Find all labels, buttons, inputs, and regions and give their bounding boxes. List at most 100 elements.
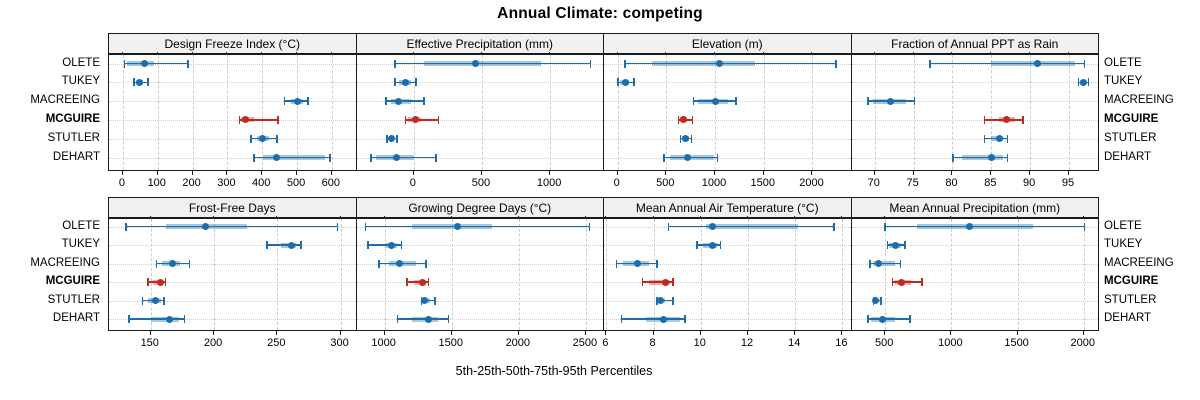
x-gridline [617,55,619,170]
row-gridline [851,245,1098,246]
x-gridline [150,219,152,330]
panel-title: Design Freeze Index (°C) [164,37,300,51]
panel-strip: Effective Precipitation (mm) [355,33,604,54]
whisker-cap [300,241,302,249]
x-gridline [795,219,797,330]
whisker-cap [406,278,408,286]
x-gridline [384,219,386,330]
axis-tick-label: 200 [182,176,201,189]
panel-title: Frost-Free Days [188,201,276,215]
percentile-line [265,244,301,246]
row-gridline [604,157,851,159]
x-gridline [214,219,216,330]
percentile-line [123,62,188,65]
axis-tick-label: 0 [409,176,416,189]
median-dot [892,241,900,249]
panel-strip: Growing Degree Days (°C) [355,197,604,218]
whisker-cap [691,115,694,124]
x-gridline [991,55,993,170]
whisker-cap [370,153,372,162]
whisker-cap [400,241,403,249]
percentile-line [396,318,448,320]
x-gridline [842,219,844,330]
whisker-cap [952,153,955,162]
axis-tick-label: 95 [1061,176,1075,189]
x-gridline [812,55,814,170]
whisker-cap [396,134,398,143]
axis-tick-top [841,216,843,219]
median-dot [201,223,209,230]
station-label-right: MACREEING [1104,256,1174,269]
x-gridline [952,55,954,170]
axis-tick-label: 100 [147,176,166,189]
axis-tick [665,170,667,175]
axis-tick [261,170,263,175]
axis-tick-label: 1500 [1004,337,1029,349]
whisker-cap [276,134,278,143]
axis-tick-label: 1500 [750,176,775,189]
row-gridline [109,119,356,121]
axis-tick-label: 2500 [572,337,598,349]
station-label-left: MACREEING [30,256,100,269]
median-dot [401,78,409,86]
whisker-cap [125,222,128,231]
axis-tick-top [746,216,748,219]
x-gridline [747,219,749,330]
row-gridline [109,245,356,246]
axis-tick-top [616,52,618,55]
median-dot [392,154,400,161]
station-label-right: DEHART [1104,312,1152,324]
whisker-cap [424,259,427,268]
whisker-cap [615,259,618,268]
station-label-left: MCGUIRE [45,112,100,125]
whisker-cap [394,78,396,87]
whisker-cap [404,115,407,124]
whisker-cap [620,315,623,323]
whisker-cap [589,59,592,68]
axis-tick [1082,331,1084,335]
axis-tick-label: 16 [835,337,848,349]
x-gridline [666,55,668,170]
median-dot [453,223,461,230]
percentile-line [624,62,836,65]
axis-tick-top [912,52,914,55]
row-gridline [851,263,1098,265]
whisker-cap [1006,153,1009,162]
x-gridline [585,219,587,330]
percentile-line [406,281,428,283]
panel-title: Mean Annual Air Temperature (°C) [635,201,819,215]
x-gridline [913,55,915,170]
axis-tick-top [665,52,667,55]
whisker-cap [692,97,695,106]
median-dot [679,116,687,124]
percentiles-caption: 5th-25th-50th-75th-95th Percentiles [455,364,653,378]
whisker-cap [1087,78,1090,87]
percentile-line [867,318,910,320]
whisker-cap [427,278,430,286]
whisker-cap [904,241,907,249]
axis-tick-label: 85 [984,176,997,189]
axis-tick [1029,170,1031,175]
axis-tick-top [950,216,952,219]
whisker-cap [434,296,436,305]
row-gridline [356,82,603,84]
panel [850,54,1099,171]
row-gridline [109,82,356,84]
whisker-cap [672,278,675,286]
axis-tick-label: 70 [867,176,880,189]
whisker-cap [447,315,450,323]
axis-tick [450,331,452,335]
axis-tick-top [121,52,123,55]
row-gridline [356,263,603,265]
whisker-cap [696,241,698,249]
axis-tick [584,331,586,335]
panel-title: Elevation (m) [691,37,763,51]
axis-tick [191,170,193,175]
station-label-right: MCGUIRE [1104,275,1159,287]
median-dot [411,116,419,124]
median-dot [387,241,395,249]
axis-tick-label: 80 [945,176,958,189]
percentile-line [146,281,165,283]
median-dot [136,78,144,86]
axis-tick-label: 500 [471,176,491,189]
